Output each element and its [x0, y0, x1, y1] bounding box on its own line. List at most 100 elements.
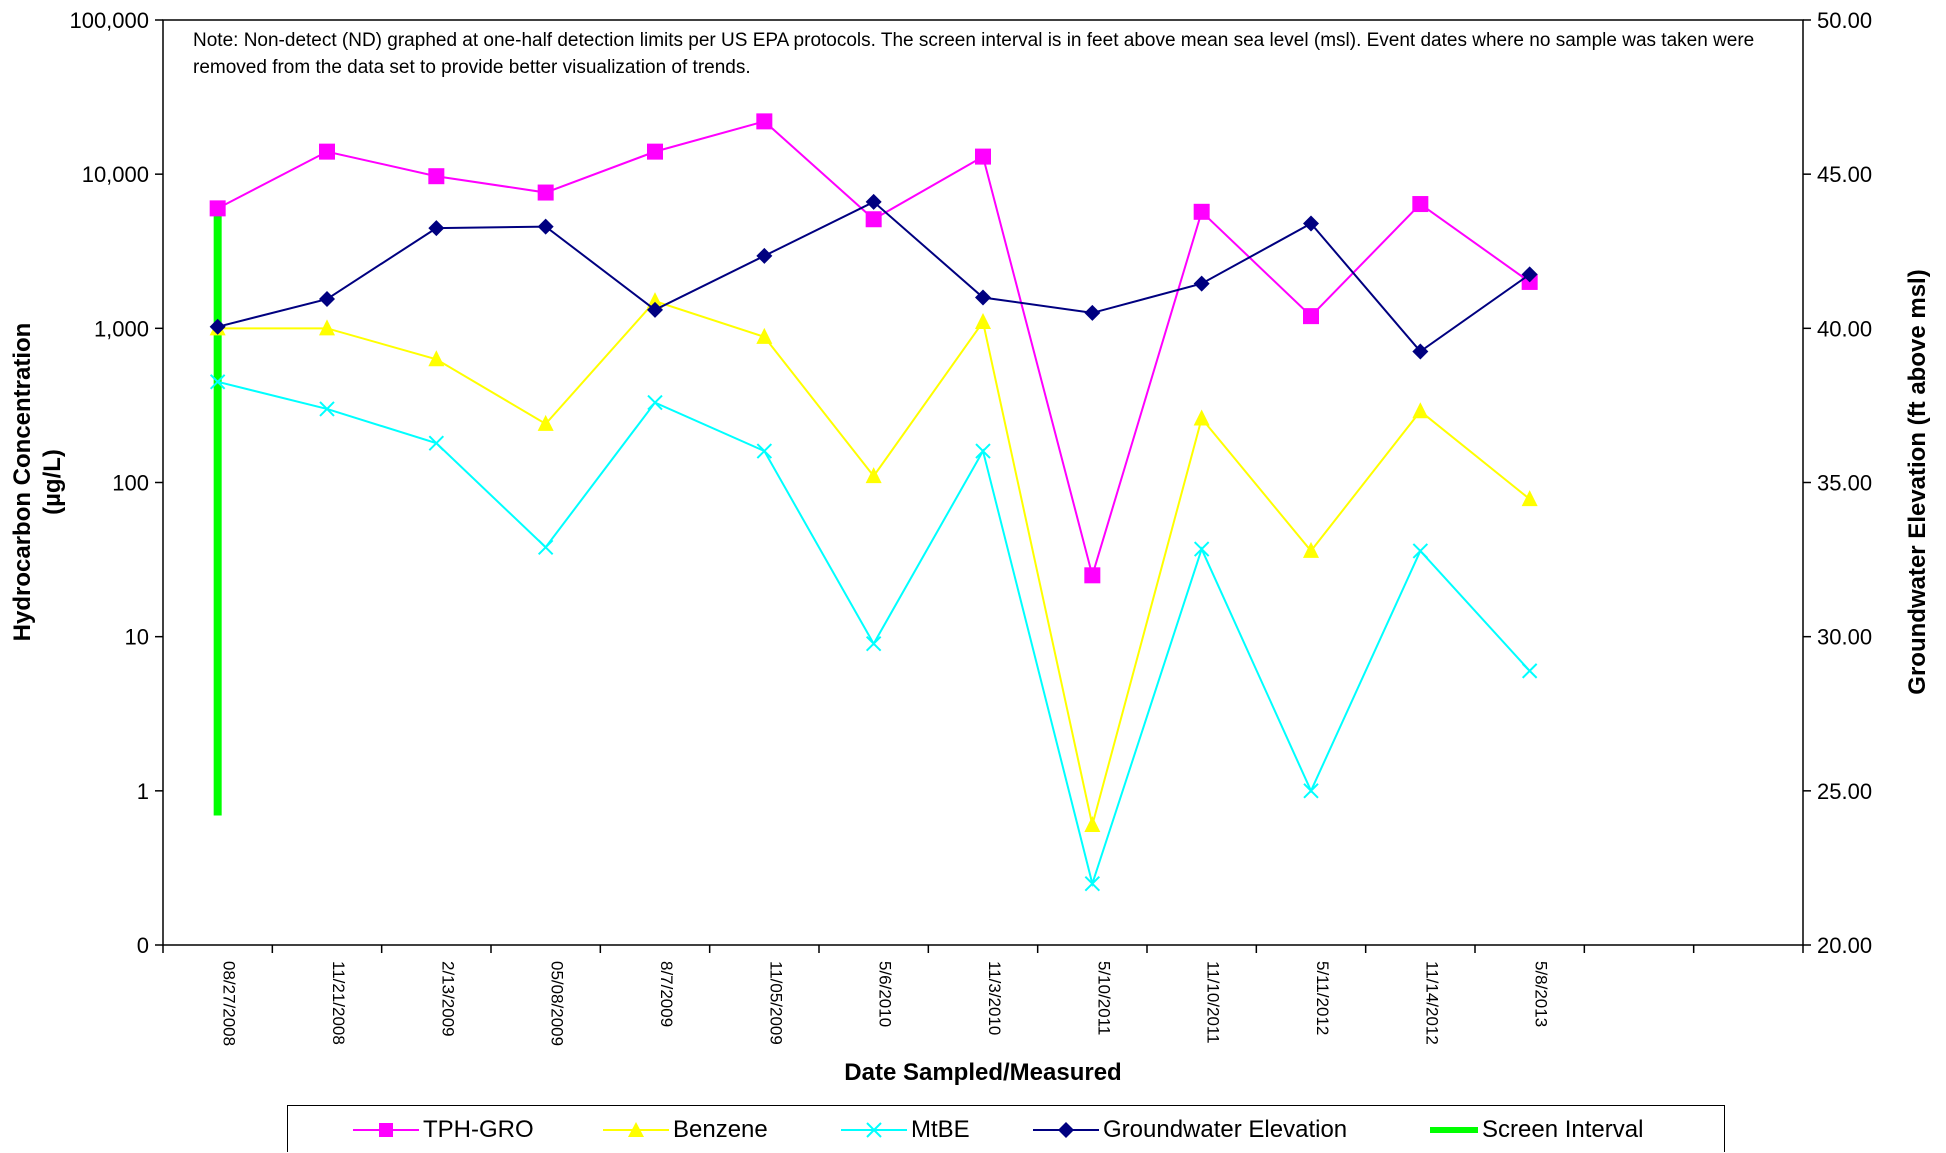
marker-x: [1303, 783, 1319, 799]
marker-square: [537, 184, 554, 201]
marker-x: [1193, 541, 1210, 557]
marker-x: [428, 435, 445, 451]
y-left-tick-label: 1: [137, 779, 149, 804]
y-left-tick-label: 100,000: [69, 8, 149, 33]
right-axis: 20.00 25.00 30.00 35.00 40.00 45.00 50.00: [1803, 8, 1872, 958]
marker-square: [1084, 567, 1101, 584]
marker-x: [209, 374, 226, 390]
marker-triangle: [647, 292, 663, 309]
marker-square: [1412, 196, 1429, 213]
y-left-tick-label: 10,000: [82, 162, 149, 187]
marker-square: [319, 143, 335, 160]
marker-triangle: [865, 467, 882, 484]
x-tick-label: 05/08/2009: [548, 961, 567, 1046]
marker-diamond: [1521, 266, 1538, 283]
x-tick-label: 11/14/2012: [1422, 961, 1441, 1045]
x-tick-label: 8/7/2009: [657, 961, 676, 1027]
y-right-tick-label: 30.00: [1817, 625, 1872, 650]
marker-square: [209, 200, 226, 217]
marker-diamond: [1412, 343, 1429, 360]
left-axis: 0 1 10 100 1,000 10,000 100,000: [69, 8, 163, 958]
marker-x: [1521, 663, 1538, 679]
x-tick-label: 11/21/2008: [329, 961, 348, 1045]
marker-diamond: [865, 193, 882, 210]
marker-square: [428, 168, 445, 185]
marker-diamond: [1303, 215, 1319, 232]
marker-x: [1412, 543, 1429, 559]
legend-label-groundwater-elevation: Groundwater Elevation: [1103, 1115, 1348, 1143]
legend-item-benzene: Benzene: [603, 1106, 768, 1153]
legend-line-icon: [1430, 1126, 1478, 1133]
marker-square: [756, 113, 773, 130]
marker-x: [319, 401, 335, 417]
y-left-tick-label: 1,000: [94, 316, 149, 341]
y-right-tick-label: 35.00: [1817, 471, 1872, 496]
marker-x: [975, 443, 991, 459]
marker-x: [1084, 875, 1101, 892]
y-left-tick-label: 100: [112, 471, 149, 496]
marker-diamond: [1084, 304, 1101, 321]
y-axis-left-title-line1: Hydrocarbon Concentration: [9, 323, 36, 642]
marker-diamond: [756, 247, 773, 264]
legend-marker-diamond-icon: [1033, 1121, 1099, 1138]
marker-diamond: [537, 218, 554, 235]
legend-marker-square-icon: [353, 1122, 419, 1137]
legend-label-mtbe: MtBE: [911, 1115, 970, 1143]
y-right-tick-label: 45.00: [1817, 162, 1872, 187]
marker-diamond: [647, 301, 663, 318]
legend-label-benzene: Benzene: [673, 1115, 768, 1143]
x-tick-label: 11/3/2010: [985, 961, 1004, 1035]
marker-diamond: [209, 318, 226, 335]
y-right-tick-label: 25.00: [1817, 779, 1872, 804]
x-tick-label: 5/10/2011: [1094, 961, 1113, 1035]
x-tick-label: 5/6/2010: [876, 961, 895, 1027]
series-layer: [209, 113, 1538, 892]
marker-diamond: [1193, 275, 1210, 292]
marker-square: [975, 148, 991, 165]
marker-x: [756, 443, 773, 459]
marker-diamond: [319, 291, 335, 308]
marker-x: [865, 636, 882, 652]
chart-note: Note: Non-detect (ND) graphed at one-hal…: [193, 30, 1755, 78]
marker-triangle: [319, 319, 335, 336]
y-axis-right-title: Groundwater Elevation (ft above msl): [1904, 269, 1931, 694]
marker-triangle: [1412, 402, 1429, 419]
marker-square: [647, 143, 663, 160]
marker-square: [1303, 308, 1319, 325]
marker-triangle: [1084, 816, 1101, 833]
y-right-tick-label: 40.00: [1817, 316, 1872, 341]
marker-x: [647, 394, 663, 411]
y-right-tick-label: 50.00: [1817, 8, 1872, 33]
x-tick-label: 08/27/2008: [220, 961, 239, 1046]
y-left-tick-label: 10: [125, 625, 149, 650]
marker-triangle: [1521, 490, 1538, 507]
marker-square: [1193, 203, 1210, 220]
legend-item-screen-interval: Screen Interval: [1430, 1106, 1643, 1153]
legend-item-groundwater-elevation: Groundwater Elevation: [1033, 1106, 1347, 1153]
x-tick-label: 2/13/2009: [438, 961, 457, 1037]
x-axis-title: Date Sampled/Measured: [844, 1059, 1121, 1086]
legend-marker-x-icon: [841, 1121, 907, 1138]
marker-triangle: [428, 350, 445, 367]
legend-item-tph-gro: TPH-GRO: [353, 1106, 534, 1153]
marker-x: [537, 539, 554, 555]
legend-item-mtbe: MtBE: [841, 1106, 970, 1153]
x-tick-label: 5/11/2012: [1313, 961, 1332, 1035]
marker-square: [865, 211, 882, 228]
marker-triangle: [1303, 541, 1319, 558]
marker-triangle: [975, 312, 991, 329]
y-axis-left-title-line2: (µg/L): [39, 449, 66, 515]
marker-triangle: [537, 414, 554, 431]
legend-marker-triangle-icon: [603, 1121, 669, 1137]
y-right-tick-label: 20.00: [1817, 933, 1872, 958]
legend: TPH-GRO Benzene MtBE Groundwater Elevati…: [287, 1105, 1725, 1152]
marker-diamond: [975, 289, 991, 306]
x-tick-label: 11/10/2011: [1204, 961, 1223, 1044]
marker-triangle: [1193, 409, 1210, 426]
legend-label-tph-gro: TPH-GRO: [423, 1115, 534, 1143]
x-tick-label: 11/05/2009: [766, 961, 785, 1045]
marker-triangle: [756, 327, 773, 344]
marker-diamond: [428, 220, 445, 237]
x-tick-label: 5/8/2013: [1532, 961, 1551, 1027]
